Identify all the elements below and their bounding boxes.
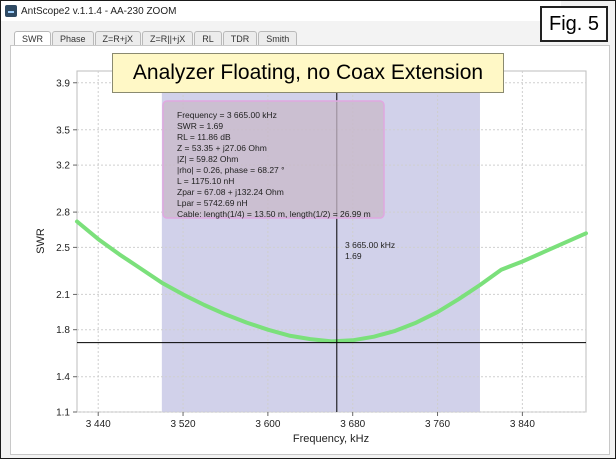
y-tick-label: 1.8 [56,325,70,336]
info-z-magnitude: |Z| = 59.82 Ohm [177,154,238,164]
y-tick-label: 3.2 [56,161,70,172]
info-zpar: Zpar = 67.08 + j132.24 Ohm [177,187,284,197]
info-rho: |rho| = 0.26, phase = 68.27 ° [177,165,285,175]
tab-smith[interactable]: Smith [258,31,298,46]
info-z: Z = 53.35 + j27.06 Ohm [177,143,267,153]
y-tick-label: 1.1 [56,408,70,419]
y-tick-label: 3.5 [56,125,70,136]
info-cable: Cable: length(1/4) = 13.50 m, length(1/2… [177,209,371,219]
x-axis-label: Frequency, kHz [293,433,369,445]
figure-label: Fig. 5 [540,6,608,42]
cursor-swr-label: 1.69 [345,251,362,261]
banner-caption: Analyzer Floating, no Coax Extension [112,53,504,93]
y-tick-label: 2.1 [56,290,70,301]
cursor-frequency-label: 3 665.00 kHz [345,240,395,250]
title-bar: AntScope2 v.1.1.4 - AA-230 ZOOM [1,1,561,21]
x-tick-label: 3 680 [340,419,365,430]
y-tick-label: 3.9 [56,78,70,89]
info-rl: RL = 11.86 dB [177,132,231,142]
tab-swr[interactable]: SWR [14,31,51,46]
x-tick-label: 3 840 [510,419,535,430]
info-l: L = 1175.10 nH [177,176,234,186]
window-title: AntScope2 v.1.1.4 - AA-230 ZOOM [21,6,177,17]
y-tick-label: 1.4 [56,372,70,383]
app-icon [5,5,17,17]
x-tick-label: 3 760 [425,419,450,430]
y-axis-label: SWR [35,228,47,254]
x-tick-label: 3 520 [171,419,196,430]
swr-curve [75,219,588,344]
tab-bar: SWR Phase Z=R+jX Z=R||+jX RL TDR Smith [14,31,298,46]
y-tick-label: 2.8 [56,208,70,219]
tab-tdr[interactable]: TDR [222,31,258,46]
x-tick-label: 3 600 [255,419,280,430]
tab-rl[interactable]: RL [194,31,222,46]
tab-impedance-series[interactable]: Z=R+jX [94,31,142,46]
tab-phase[interactable]: Phase [52,31,94,46]
info-box: Frequency = 3 665.00 kHz SWR = 1.69 RL =… [162,100,385,219]
x-tick-label: 3 440 [86,419,111,430]
info-lpar: Lpar = 5742.69 nH [177,198,248,208]
tab-impedance-parallel[interactable]: Z=R||+jX [142,31,194,46]
y-tick-label: 2.5 [56,243,70,254]
info-swr: SWR = 1.69 [177,121,223,131]
info-box-background [162,100,385,219]
info-frequency: Frequency = 3 665.00 kHz [177,110,277,120]
